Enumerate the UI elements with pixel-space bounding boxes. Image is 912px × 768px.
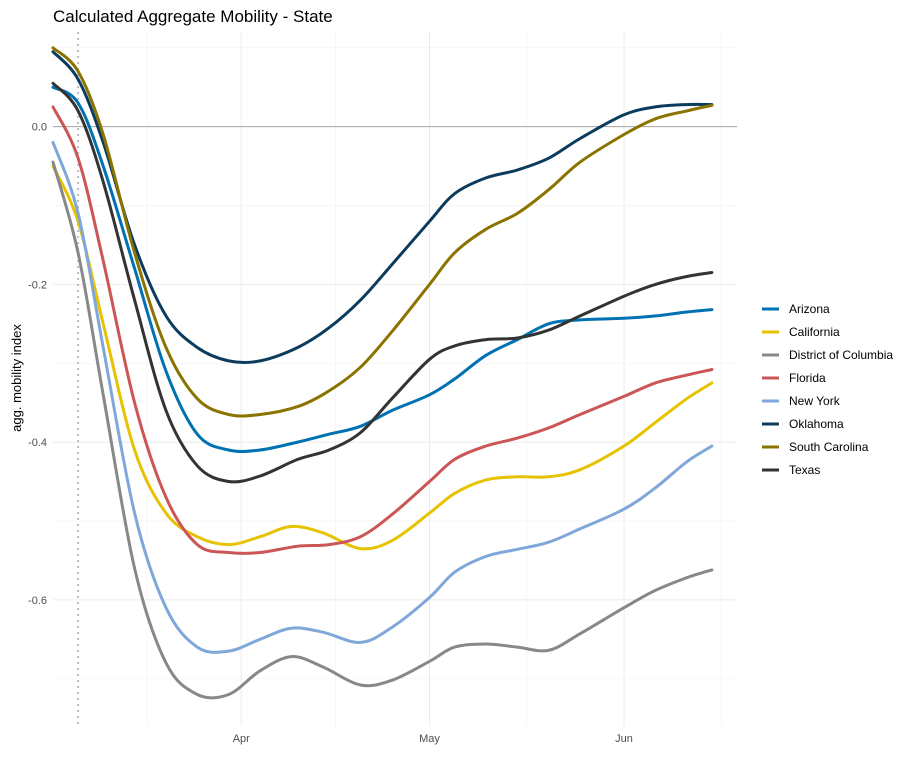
y-tick-label: -0.6 bbox=[28, 595, 47, 607]
series-lines bbox=[51, 46, 714, 700]
legend-label-new-york: New York bbox=[789, 394, 841, 408]
x-tick-label: Jun bbox=[615, 733, 633, 745]
chart-title: Calculated Aggregate Mobility - State bbox=[53, 7, 333, 26]
legend-label-california: California bbox=[789, 325, 840, 339]
y-axis-label: agg. mobility index bbox=[9, 324, 24, 432]
legend-label-texas: Texas bbox=[789, 463, 820, 477]
series-line-oklahoma bbox=[51, 50, 714, 365]
x-tick-label: Apr bbox=[233, 733, 250, 745]
series-line-california bbox=[51, 164, 714, 551]
legend-label-oklahoma: Oklahoma bbox=[789, 417, 844, 431]
series-line-new-york bbox=[51, 140, 714, 654]
legend-label-district-of-columbia: District of Columbia bbox=[789, 348, 893, 362]
series-line-florida bbox=[51, 105, 714, 555]
legend: Arizona California District of Columbia Flo… bbox=[762, 302, 893, 477]
y-tick-labels: 0.0 -0.2 -0.4 -0.6 bbox=[28, 122, 47, 607]
y-tick-label: -0.2 bbox=[28, 279, 47, 291]
series-line-texas bbox=[51, 81, 714, 484]
x-tick-labels: Apr May Jun bbox=[233, 733, 633, 745]
y-tick-label: 0.0 bbox=[32, 122, 47, 134]
legend-label-arizona: Arizona bbox=[789, 302, 830, 316]
series-line-arizona bbox=[51, 85, 714, 453]
legend-label-florida: Florida bbox=[789, 371, 826, 385]
series-line-district-of-columbia bbox=[51, 160, 714, 700]
series-line-south-carolina bbox=[51, 46, 714, 418]
y-tick-label: -0.4 bbox=[28, 437, 47, 449]
x-tick-label: May bbox=[419, 733, 440, 745]
reference-lines bbox=[53, 32, 737, 726]
legend-label-south-carolina: South Carolina bbox=[789, 440, 869, 454]
